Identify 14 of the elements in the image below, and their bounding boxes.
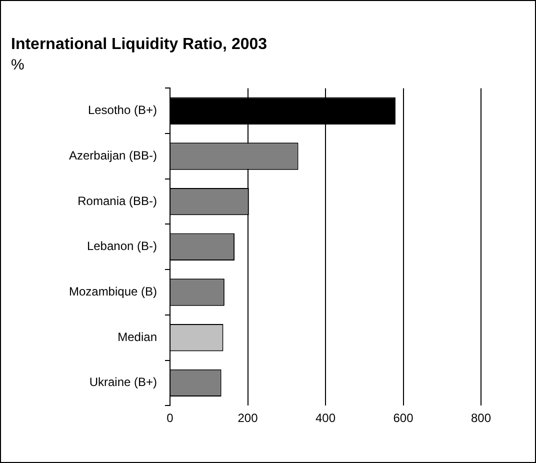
y-tick-label: Median (118, 330, 157, 344)
y-tick-label: Mozambique (B) (68, 284, 158, 299)
y-tick-label: Azerbaijan (BB-) (68, 148, 158, 163)
y-tick-label: Lebanon (B-) (86, 239, 157, 254)
x-tick-label: 400 (315, 411, 336, 426)
x-tick-label: 600 (393, 411, 414, 426)
x-tick-label: 0 (166, 411, 174, 426)
y-tick-label: Ukraine (B+) (89, 375, 158, 390)
text: % (11, 56, 24, 74)
y-tick-label: Romania (BB-) (78, 194, 157, 208)
chart-title: International Liquidity Ratio, 2003 (11, 36, 268, 54)
y-tick-label: Lesotho (B+) (88, 103, 157, 118)
x-tick-label: 800 (470, 411, 492, 426)
x-tick-label: 200 (238, 411, 258, 426)
